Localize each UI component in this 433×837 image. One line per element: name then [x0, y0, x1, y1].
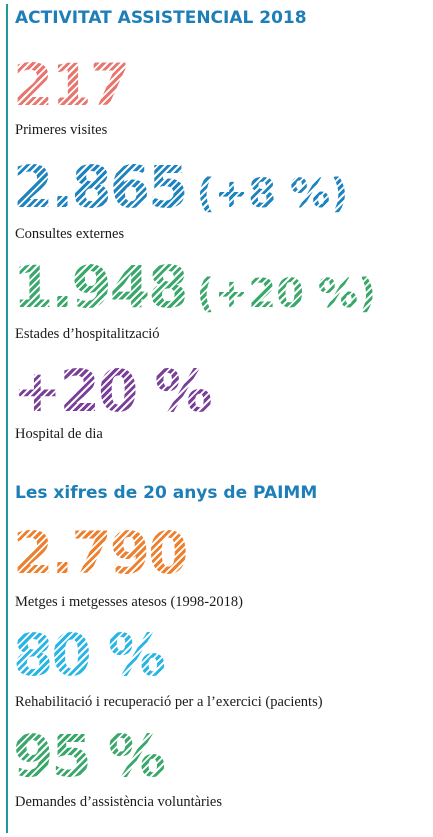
stat-value: 2.790 — [13, 519, 188, 587]
stat-consultes-externes: 2.865 (+8 %) — [13, 158, 348, 216]
stat-value: 1.948 — [13, 253, 188, 321]
stat-primeres-visites: 217 — [13, 56, 130, 114]
stat-demandes-voluntaries: 95 % — [13, 727, 166, 785]
stat-label: Primeres visites — [15, 122, 108, 138]
stat-label: Metges i metgesses atesos (1998-2018) — [15, 594, 243, 610]
stat-value: 95 % — [13, 722, 166, 790]
stat-value: 80 % — [13, 621, 166, 689]
stat-label: Consultes externes — [15, 226, 125, 242]
stat-label: Rehabilitació i recuperació per a l’exer… — [15, 694, 323, 710]
stat-hospital-de-dia: +20 % — [13, 362, 213, 420]
section-title-activitat: ACTIVITAT ASSISTENCIAL 2018 — [15, 8, 307, 28]
left-accent-rule — [6, 4, 8, 833]
stat-label: Demandes d’assistència voluntàries — [15, 794, 222, 810]
stat-estades-hospitalitzacio: 1.948 (+20 %) — [13, 258, 376, 316]
stat-value: +20 % — [13, 357, 213, 425]
stat-metges-atesos: 2.790 — [13, 524, 188, 582]
stat-rehabilitacio: 80 % — [13, 626, 166, 684]
stat-change: (+20 %) — [196, 271, 377, 317]
stat-label: Estades d’hospitalització — [15, 326, 160, 342]
stat-value: 2.865 — [13, 153, 188, 221]
stat-label: Hospital de dia — [15, 426, 103, 442]
section-title-paimm: Les xifres de 20 anys de PAIMM — [15, 483, 318, 503]
stat-change: (+8 %) — [196, 171, 349, 217]
stat-value: 217 — [13, 51, 130, 119]
